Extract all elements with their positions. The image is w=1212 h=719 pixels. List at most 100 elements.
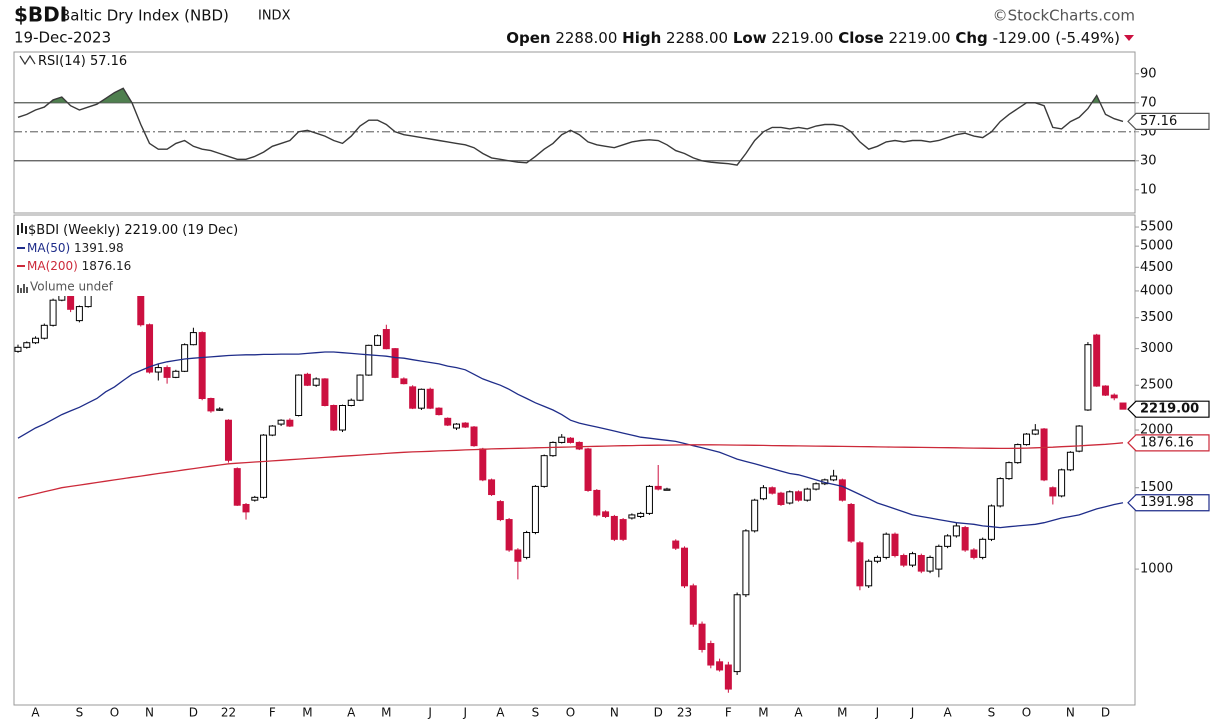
chg-label: Chg — [955, 29, 987, 47]
x-tick-label: 22 — [221, 706, 236, 719]
candle-body — [303, 373, 311, 386]
candle-body — [584, 448, 592, 491]
candle-body — [277, 419, 285, 425]
x-tick-label: N — [145, 706, 154, 719]
candle-body — [1110, 394, 1118, 399]
overbought-fill — [49, 88, 1101, 103]
candle-body — [172, 370, 180, 378]
high: 2288.00 — [666, 29, 728, 47]
candle-body — [558, 436, 566, 443]
x-tick-label: A — [347, 706, 356, 719]
candle-body — [759, 487, 767, 500]
candle-body — [295, 374, 303, 417]
y-tick-label: 70 — [1140, 95, 1157, 110]
candle-body — [461, 422, 469, 428]
x-tick-label: O — [566, 706, 575, 719]
x-tick-label: O — [110, 706, 119, 719]
ma-legend-value: 1876.16 — [82, 259, 132, 273]
x-tick-label: S — [988, 706, 996, 719]
rsi-legend-name: RSI(14) — [38, 54, 86, 69]
candle-body — [812, 483, 820, 490]
candle-body — [970, 549, 978, 558]
ma-legend: MA(200) 1876.16 — [27, 259, 131, 273]
candle-body — [268, 425, 276, 436]
price-panel: 1000 1500 2000 2500 3000 3500 4000 4500 5000 5500… — [13, 214, 1210, 719]
candle-body — [365, 344, 373, 376]
candle-body — [1031, 429, 1039, 435]
value-tag — [1127, 434, 1210, 452]
candle-body — [873, 556, 881, 562]
value-tag-label: 57.16 — [1140, 114, 1177, 129]
candle-body — [382, 329, 390, 350]
candle-body — [593, 489, 601, 516]
candle-body — [330, 404, 338, 431]
x-tick-label: A — [943, 706, 952, 719]
candle-body — [523, 532, 531, 558]
x-tick-label: O — [1022, 706, 1031, 719]
candle-body — [1119, 402, 1127, 410]
candle-body — [847, 503, 855, 542]
candle-body — [75, 306, 83, 322]
candle-body — [917, 555, 925, 572]
source: ©StockCharts.com — [993, 7, 1135, 25]
x-tick-label: J — [427, 706, 432, 719]
candle-body — [1005, 462, 1013, 480]
candle-body — [514, 549, 522, 562]
panel-frame — [13, 51, 1136, 214]
candle-body — [602, 511, 610, 517]
candle-body — [1023, 433, 1031, 446]
candle-body — [400, 378, 408, 385]
y-tick-label: 3500 — [1140, 310, 1173, 325]
rsi-line — [17, 87, 1124, 166]
open: 2288.00 — [555, 29, 617, 47]
candle-body — [409, 386, 417, 409]
candle-body — [163, 367, 171, 378]
x-tick-label: S — [76, 706, 84, 719]
candle-body — [391, 348, 399, 378]
x-tick-label: M — [381, 706, 391, 719]
x-tick-label: F — [725, 706, 732, 719]
x-tick-label: A — [496, 706, 505, 719]
x-tick-label: A — [31, 706, 40, 719]
date: 19-Dec-2023 — [14, 29, 111, 47]
moving-average — [17, 442, 1124, 499]
value-tag — [1127, 400, 1210, 418]
y-tick-label: 2000 — [1140, 423, 1173, 438]
candle-body — [216, 408, 224, 411]
price-legend-close: 2219.00 — [124, 223, 178, 238]
candle-body — [882, 533, 890, 558]
candle-body — [233, 468, 241, 506]
candle-body — [181, 344, 189, 372]
candle-body — [312, 378, 320, 386]
close: 2219.00 — [889, 29, 951, 47]
x-tick-label: D — [654, 706, 663, 719]
candle-body — [935, 545, 943, 570]
low-label: Low — [733, 29, 767, 47]
candle-body — [479, 448, 487, 481]
candle-body — [689, 585, 697, 625]
candle-body — [619, 519, 627, 540]
candle-body — [698, 623, 706, 650]
ma-legend: MA(50) 1391.98 — [27, 241, 124, 255]
y-tick-label: 1000 — [1140, 562, 1173, 577]
candle-body — [663, 488, 671, 491]
candle-body — [996, 478, 1004, 507]
y-tick-label: 3000 — [1140, 341, 1173, 356]
x-tick-label: M — [837, 706, 847, 719]
candle-body — [49, 299, 57, 326]
x-tick-label: N — [1066, 706, 1075, 719]
y-tick-label: 1500 — [1140, 480, 1173, 495]
price-legend-date: (19 Dec) — [182, 223, 238, 238]
y-tick-label: 30 — [1140, 153, 1157, 168]
candle-body — [961, 527, 969, 551]
candle-body — [488, 479, 496, 496]
candle-body — [435, 407, 443, 416]
candle-body — [987, 505, 995, 540]
x-tick-label: J — [910, 706, 915, 719]
exchange: INDX — [258, 9, 291, 24]
candle-body — [338, 404, 346, 431]
candle-body — [189, 332, 197, 346]
value-tag — [1127, 494, 1210, 512]
down-arrow — [1124, 35, 1134, 41]
